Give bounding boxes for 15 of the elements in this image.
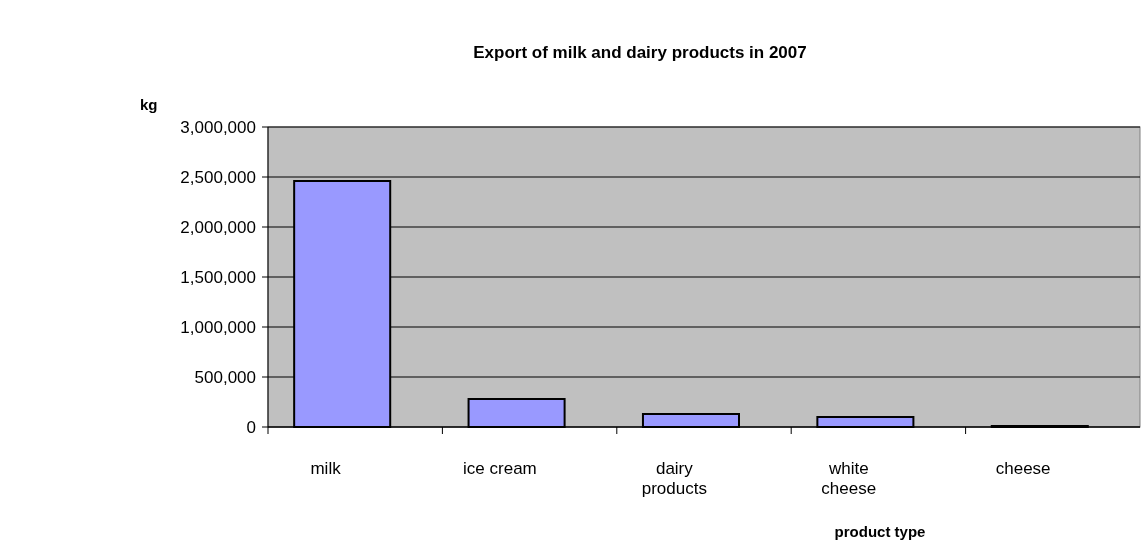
y-tick-label: 2,500,000 [180, 167, 256, 187]
x-axis-title: product type [834, 523, 926, 540]
y-tick-label: 0 [246, 417, 256, 437]
x-tick-label: milk [310, 459, 342, 478]
y-tick-label: 2,000,000 [180, 217, 256, 237]
x-tick-label: dairy products [641, 459, 707, 498]
y-tick-label: 3,000,000 [180, 117, 256, 137]
x-tick-label: cheese [995, 459, 1051, 478]
y-tick-label: 1,500,000 [180, 267, 256, 287]
y-tick-label: 500,000 [194, 367, 256, 387]
y-tick-label: 1,000,000 [180, 317, 256, 337]
x-tick-label: ice cream [463, 459, 537, 478]
chart-title: Export of milk and dairy products in 2007 [473, 43, 807, 62]
y-axis-title: kg [140, 96, 158, 114]
x-tick-label: white cheese [821, 459, 877, 498]
